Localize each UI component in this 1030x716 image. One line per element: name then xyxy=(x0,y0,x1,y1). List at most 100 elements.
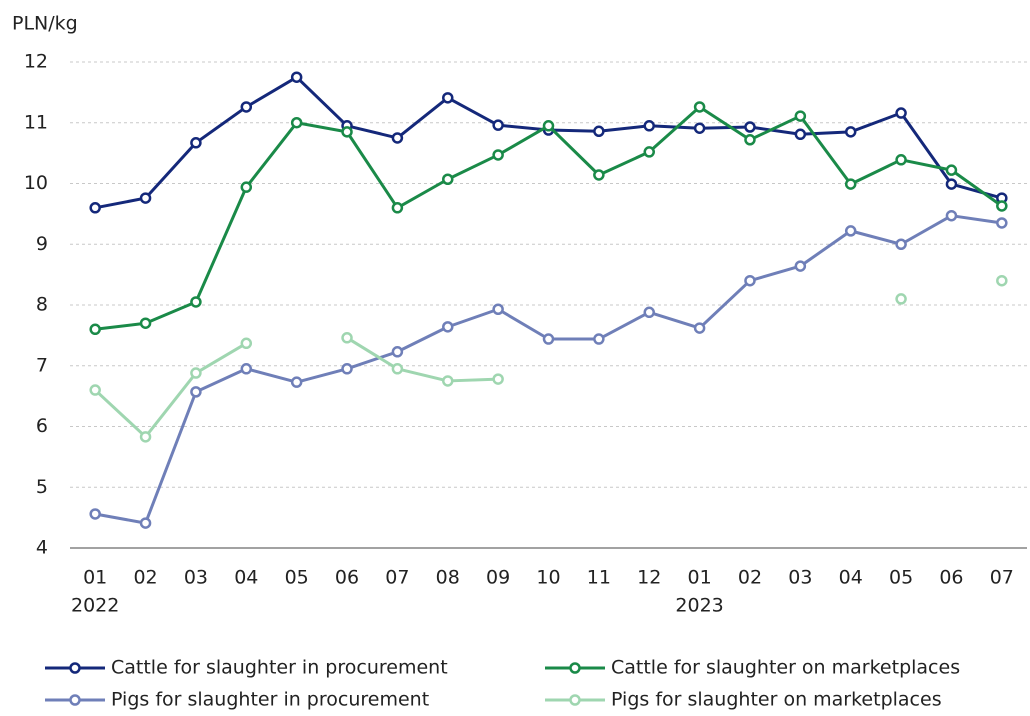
data-point xyxy=(693,322,706,334)
x-tick-label: 06 xyxy=(939,567,963,589)
data-point xyxy=(492,149,504,161)
data-point xyxy=(391,346,404,358)
data-point xyxy=(593,169,605,181)
legend-marker xyxy=(69,662,81,674)
x-tick-label: 07 xyxy=(385,567,409,589)
data-point xyxy=(190,386,202,398)
data-point xyxy=(844,225,857,237)
data-point xyxy=(442,375,454,387)
data-point xyxy=(844,178,857,190)
data-point xyxy=(442,173,454,185)
data-point xyxy=(290,376,303,388)
data-point xyxy=(240,337,253,350)
y-tick-label: 4 xyxy=(36,537,48,559)
data-point xyxy=(139,192,152,204)
y-tick-label: 5 xyxy=(36,476,48,498)
data-point xyxy=(895,238,907,250)
legend-label: Pigs for slaughter in procurement xyxy=(111,689,429,711)
data-point xyxy=(643,306,655,319)
data-point xyxy=(442,321,454,333)
data-point xyxy=(593,125,605,138)
data-point xyxy=(240,101,253,113)
data-point xyxy=(89,508,101,520)
data-point xyxy=(744,274,756,287)
series-line xyxy=(95,281,1002,437)
data-point xyxy=(844,126,857,138)
data-point xyxy=(542,333,555,345)
legend-marker xyxy=(569,694,581,706)
data-point xyxy=(542,120,555,132)
data-point xyxy=(89,323,101,336)
data-point xyxy=(139,317,152,329)
data-point xyxy=(945,209,958,222)
data-point xyxy=(190,137,202,149)
x-tick-label: 03 xyxy=(184,567,208,589)
data-point xyxy=(895,293,907,305)
data-point xyxy=(139,517,152,529)
data-point xyxy=(290,71,303,83)
data-point xyxy=(794,260,807,272)
data-point xyxy=(240,363,253,375)
data-point xyxy=(89,384,101,396)
data-point xyxy=(391,363,404,375)
data-point xyxy=(643,120,655,132)
x-tick-label: 06 xyxy=(335,567,359,589)
data-point xyxy=(190,367,202,379)
data-point xyxy=(996,217,1008,229)
y-tick-label: 9 xyxy=(36,233,48,255)
x-group-label: 2023 xyxy=(675,595,723,617)
data-point xyxy=(794,110,807,122)
data-point xyxy=(643,146,655,158)
data-point xyxy=(895,154,907,166)
data-point xyxy=(89,202,101,214)
y-axis-label: PLN/kg xyxy=(12,13,78,35)
data-point xyxy=(794,128,807,141)
x-tick-label: 05 xyxy=(285,567,309,589)
y-tick-label: 6 xyxy=(36,415,48,437)
data-point xyxy=(996,274,1008,287)
data-point xyxy=(190,296,202,308)
y-tick-label: 7 xyxy=(36,354,48,376)
series-line xyxy=(94,75,1003,210)
x-tick-label: 10 xyxy=(536,567,560,589)
x-tick-label: 01 xyxy=(688,567,712,589)
legend-marker xyxy=(569,662,581,674)
legend-marker xyxy=(69,694,81,706)
data-point xyxy=(593,333,605,345)
x-tick-label: 02 xyxy=(738,567,762,589)
data-point xyxy=(492,119,504,131)
data-point xyxy=(744,134,756,146)
x-tick-label: 04 xyxy=(234,567,258,589)
x-tick-label: 09 xyxy=(486,567,510,589)
data-point xyxy=(996,200,1008,212)
data-point xyxy=(442,92,454,104)
data-point xyxy=(391,132,404,144)
data-point xyxy=(341,332,353,344)
data-point xyxy=(693,122,706,134)
x-tick-label: 12 xyxy=(637,567,661,589)
x-tick-label: 02 xyxy=(133,567,157,589)
data-point xyxy=(693,101,706,113)
y-tick-label: 11 xyxy=(24,111,48,133)
data-point xyxy=(341,126,353,138)
y-tick-label: 10 xyxy=(24,172,48,194)
x-group-label: 2022 xyxy=(71,595,119,617)
data-point xyxy=(391,202,404,214)
data-point xyxy=(895,107,907,119)
data-point xyxy=(744,121,756,133)
legend-label: Cattle for slaughter on marketplaces xyxy=(611,657,960,679)
x-tick-label: 11 xyxy=(587,567,611,589)
series-line xyxy=(94,214,1003,525)
series-line xyxy=(95,105,1003,331)
x-tick-label: 04 xyxy=(839,567,863,589)
data-point xyxy=(240,181,253,193)
data-point xyxy=(341,363,353,375)
data-point xyxy=(290,117,303,129)
y-tick-label: 12 xyxy=(24,51,48,73)
y-tick-label: 8 xyxy=(36,294,48,316)
data-point xyxy=(492,303,504,316)
legend-label: Cattle for slaughter in procurement xyxy=(111,657,448,679)
legend-label: Pigs for slaughter on marketplaces xyxy=(611,689,942,711)
data-point xyxy=(492,373,504,385)
